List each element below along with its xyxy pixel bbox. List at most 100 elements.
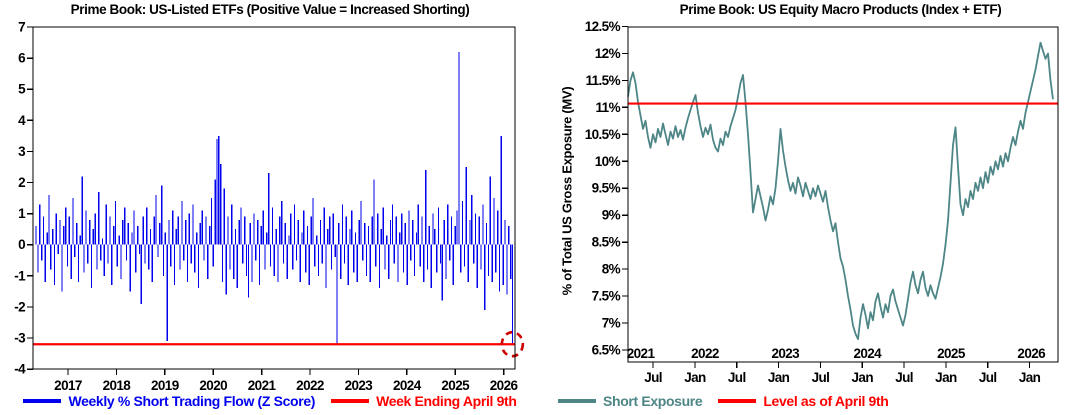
zscore-bar <box>447 204 449 245</box>
x-tick-label: 2023 <box>345 378 374 393</box>
zscore-bar <box>489 176 491 245</box>
zscore-bar <box>458 51 460 245</box>
x-tick-label: 2020 <box>199 378 227 393</box>
macro-chart-title: Prime Book: US Equity Macro Products (In… <box>679 2 1002 17</box>
zscore-bar <box>480 244 482 270</box>
x-tick-label: 2024 <box>393 378 422 393</box>
zscore-bar <box>504 219 506 245</box>
zscore-bar <box>146 207 148 245</box>
zscore-bar <box>341 204 344 245</box>
zscore-bar <box>216 138 218 245</box>
zscore-bar <box>179 244 181 270</box>
zscore-bar <box>506 244 508 295</box>
zscore-bar <box>92 229 94 245</box>
month-tick-label: Jan <box>1019 370 1041 385</box>
zscore-bar <box>159 222 161 245</box>
y-tick-label: 8% <box>602 262 621 277</box>
legend-label-week-ending: Week Ending April 9th <box>376 393 517 409</box>
zscore-bar <box>491 244 493 283</box>
zscore-bar <box>275 229 277 245</box>
y-tick-label: 9% <box>602 208 621 223</box>
zscore-bar <box>37 244 39 273</box>
zscore-bar <box>124 207 126 245</box>
zscore-bar <box>434 229 436 245</box>
zscore-bar <box>177 216 179 245</box>
zscore-bar <box>188 213 190 245</box>
y-tick-label: 11.5% <box>585 73 620 88</box>
zscore-bar <box>77 244 80 283</box>
zscore-bar <box>452 244 455 286</box>
zscore-bar <box>349 229 351 245</box>
zscore-bar <box>364 222 366 245</box>
zscore-bar <box>181 201 183 245</box>
month-tick-label: Jan <box>935 370 957 385</box>
zscore-bar <box>478 216 480 245</box>
zscore-bar <box>196 232 198 245</box>
zscore-bar <box>401 213 403 245</box>
x-tick-label: 2018 <box>103 378 132 393</box>
zscore-bar <box>64 207 67 245</box>
zscore-bar <box>83 244 85 273</box>
zscore-bar <box>269 244 272 267</box>
zscore-bar <box>168 219 170 245</box>
zscore-bar <box>52 229 54 245</box>
red-line-swatch-2 <box>718 399 757 403</box>
zscore-bar <box>260 226 262 245</box>
y-tick-label: 12.5% <box>585 19 621 34</box>
zscore-bar <box>410 244 412 261</box>
teal-line-swatch <box>558 399 596 403</box>
zscore-bar <box>413 244 416 276</box>
zscore-bar <box>44 244 46 283</box>
zscore-bar <box>255 244 257 261</box>
zscore-bar <box>57 244 59 255</box>
zscore-bar <box>242 244 244 264</box>
zscore-bar <box>328 216 331 245</box>
zscore-bar <box>155 194 157 245</box>
zscore-bar <box>384 244 386 270</box>
zscore-bar <box>40 244 43 261</box>
y-tick-label: 9.5% <box>592 181 621 196</box>
zscore-bar <box>48 194 50 245</box>
zscore-bar <box>412 219 414 245</box>
zscore-bar <box>460 244 462 273</box>
zscore-bar <box>441 244 443 301</box>
zscore-bar <box>172 210 174 245</box>
zscore-bar <box>273 244 275 276</box>
month-tick-label: Jul <box>979 370 997 385</box>
zscore-bar <box>290 213 292 245</box>
legend-label-short-flow: Weekly % Short Trading Flow (Z Score) <box>68 393 316 409</box>
zscore-bar <box>498 244 501 292</box>
zscore-bar <box>81 176 83 245</box>
zscore-bar <box>88 219 91 245</box>
zscore-bar <box>421 216 423 245</box>
zscore-bar <box>192 204 194 245</box>
zscore-bar <box>55 213 58 245</box>
zscore-bar <box>286 244 288 279</box>
zscore-bar <box>373 179 375 245</box>
zscore-bar <box>382 207 384 245</box>
zscore-bar <box>474 213 477 245</box>
zscore-bar <box>334 244 336 258</box>
zscore-bar <box>404 222 406 245</box>
zscore-bar <box>59 219 61 245</box>
zscore-bar <box>210 198 213 245</box>
zscore-bar <box>279 216 281 245</box>
zscore-bar <box>247 244 250 298</box>
zscore-bar <box>85 210 87 245</box>
zscore-bar <box>338 222 340 245</box>
zscore-bar <box>221 244 224 283</box>
zscore-bar <box>118 235 120 245</box>
zscore-bar <box>476 244 479 289</box>
x-tick-label: 2017 <box>54 378 82 393</box>
zscore-bar <box>282 244 285 264</box>
zscore-bar <box>310 216 312 245</box>
zscore-bar <box>61 244 63 292</box>
zscore-bar <box>428 226 430 245</box>
y-tick-label: 3 <box>18 144 26 159</box>
y-tick-label: 1 <box>18 206 26 221</box>
zscore-bar <box>395 216 397 245</box>
macro-plot-frame <box>627 26 1059 363</box>
y-tick-label: 5 <box>18 82 26 97</box>
